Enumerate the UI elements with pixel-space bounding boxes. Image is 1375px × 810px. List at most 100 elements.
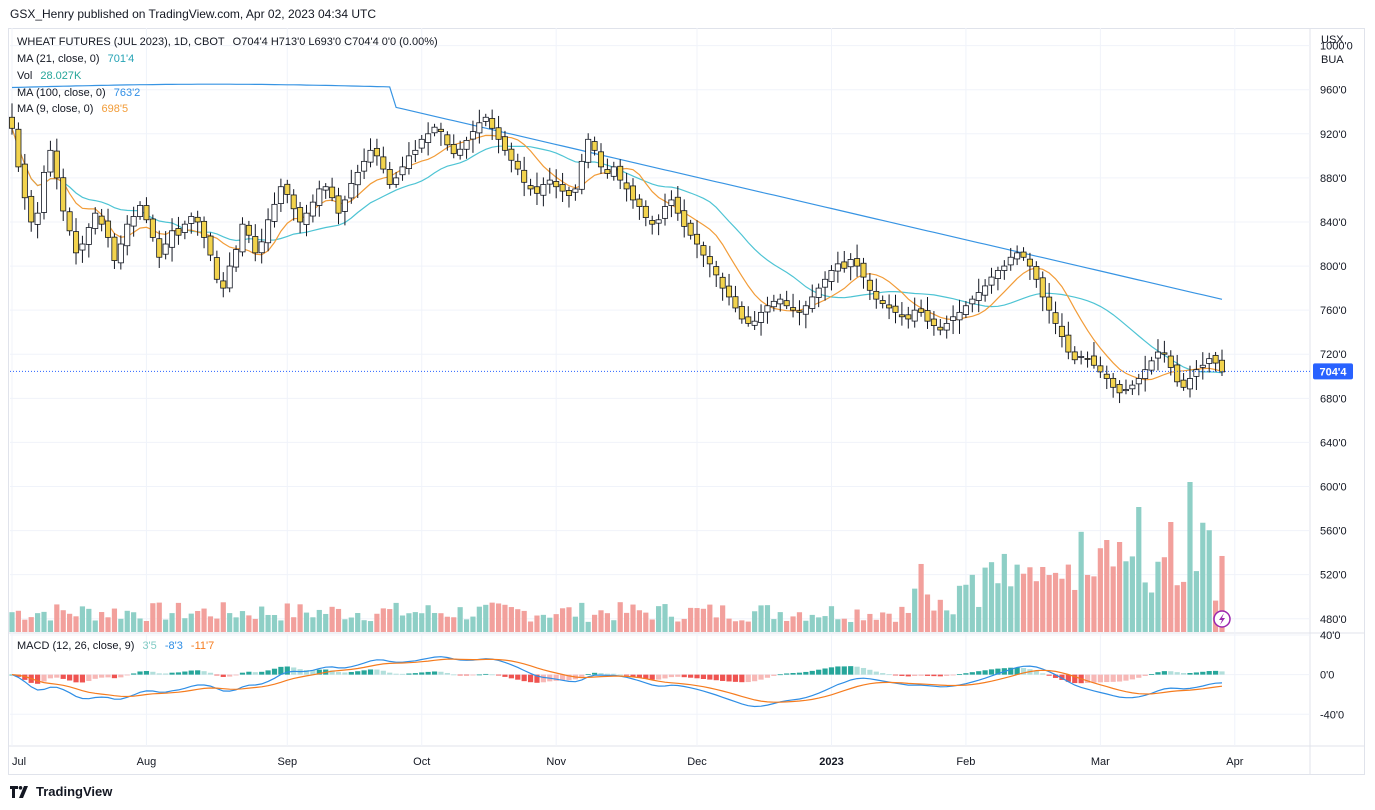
volume-bar (924, 594, 931, 632)
candle (822, 271, 829, 301)
candle (361, 148, 368, 179)
macd-histogram-bar (342, 672, 348, 675)
candle (962, 301, 969, 318)
volume-bar (323, 613, 329, 632)
candle-body (1039, 277, 1046, 298)
candle-body (1161, 352, 1168, 355)
candle-body (1001, 265, 1008, 271)
volume-bar (944, 610, 950, 632)
candle (950, 305, 957, 335)
macd-histogram-bar (905, 674, 911, 677)
volume-bar (796, 612, 803, 632)
candle (604, 158, 611, 179)
volume-bar (1168, 522, 1174, 632)
volume-bar (566, 607, 572, 632)
candle (546, 167, 553, 194)
candle-body (969, 298, 976, 305)
macd-histogram-bar (227, 674, 233, 677)
volume-bar (335, 608, 342, 632)
macd-histogram-bar (214, 674, 220, 676)
volume-bar (1142, 582, 1148, 632)
candle (265, 208, 272, 252)
candle-body (373, 147, 380, 157)
tradingview-brand[interactable]: TradingView (10, 784, 112, 799)
candle (245, 220, 252, 244)
candle (162, 231, 169, 260)
candle-body (1071, 351, 1078, 361)
volume-bar (572, 616, 578, 632)
volume-bar (649, 619, 655, 632)
candle (1219, 349, 1226, 377)
candle (47, 140, 54, 177)
volume-bar (367, 621, 374, 632)
volume-bar (483, 604, 489, 632)
candle (911, 297, 918, 328)
volume-bar (239, 611, 246, 632)
macd-histogram-bar (540, 674, 546, 683)
volume-bar (214, 618, 220, 632)
candle-body (290, 194, 297, 210)
macd-histogram-bar (1072, 674, 1078, 684)
candle (463, 136, 470, 159)
macd-line (11, 656, 1223, 708)
candle-body (610, 166, 617, 177)
candle (79, 235, 86, 263)
volume-bar (60, 610, 66, 632)
volume-bar (438, 613, 444, 632)
volume-bar (1084, 574, 1091, 632)
macd-histogram-bar (649, 674, 655, 680)
volume-bar (662, 604, 668, 632)
macd-histogram-bar (784, 673, 790, 675)
macd-histogram-bar (848, 666, 854, 675)
candle (790, 293, 797, 318)
volume-bar (764, 605, 771, 632)
candle-body (149, 218, 156, 238)
volume-bar (803, 620, 809, 632)
macd-histogram-bar (886, 674, 892, 676)
brand-label: TradingView (36, 784, 113, 799)
candle (1090, 342, 1097, 369)
candle-body (361, 160, 368, 172)
macd-histogram-bar (1046, 674, 1052, 676)
time-tick-label: Jul (12, 756, 26, 768)
candle (431, 123, 438, 137)
macd-histogram-bar (1206, 671, 1212, 675)
volume-bar (15, 610, 22, 632)
candle (553, 169, 560, 199)
candle-body (585, 138, 592, 163)
macd-histogram-bar (841, 666, 847, 675)
volume-bar (643, 612, 649, 632)
candle-body (1033, 266, 1040, 280)
volume-bar (252, 618, 258, 632)
macd-histogram-bar (931, 674, 937, 677)
price-tick-label: 840'0 (1320, 217, 1347, 229)
candle-body (1135, 378, 1142, 385)
candle-body (1103, 373, 1110, 379)
volume-bar (707, 604, 713, 632)
volume-bar (604, 613, 610, 632)
macd-histogram-bar (278, 666, 284, 675)
volume-bar (291, 617, 297, 632)
volume-bar (329, 606, 335, 632)
candle-body (841, 261, 848, 269)
candle-body (130, 216, 137, 227)
macd-histogram-bar (239, 672, 246, 675)
candle (1065, 321, 1072, 360)
macd-histogram-bar (303, 669, 310, 675)
macd-histogram-bar (681, 674, 687, 678)
candle-body (1199, 364, 1206, 368)
volume-bar (598, 610, 604, 632)
candle-body (162, 243, 169, 255)
candle-body (681, 210, 688, 227)
macd-histogram-bar (1116, 674, 1123, 682)
volume-bar (508, 607, 514, 632)
volume-bar (156, 602, 162, 632)
volume-bar (92, 620, 98, 632)
candle-body (1078, 356, 1085, 358)
macd-histogram-bar (367, 669, 374, 675)
candle-body (367, 149, 374, 163)
macd-histogram-bar (412, 673, 418, 675)
volume-bar (1104, 540, 1110, 632)
candle (764, 296, 771, 324)
